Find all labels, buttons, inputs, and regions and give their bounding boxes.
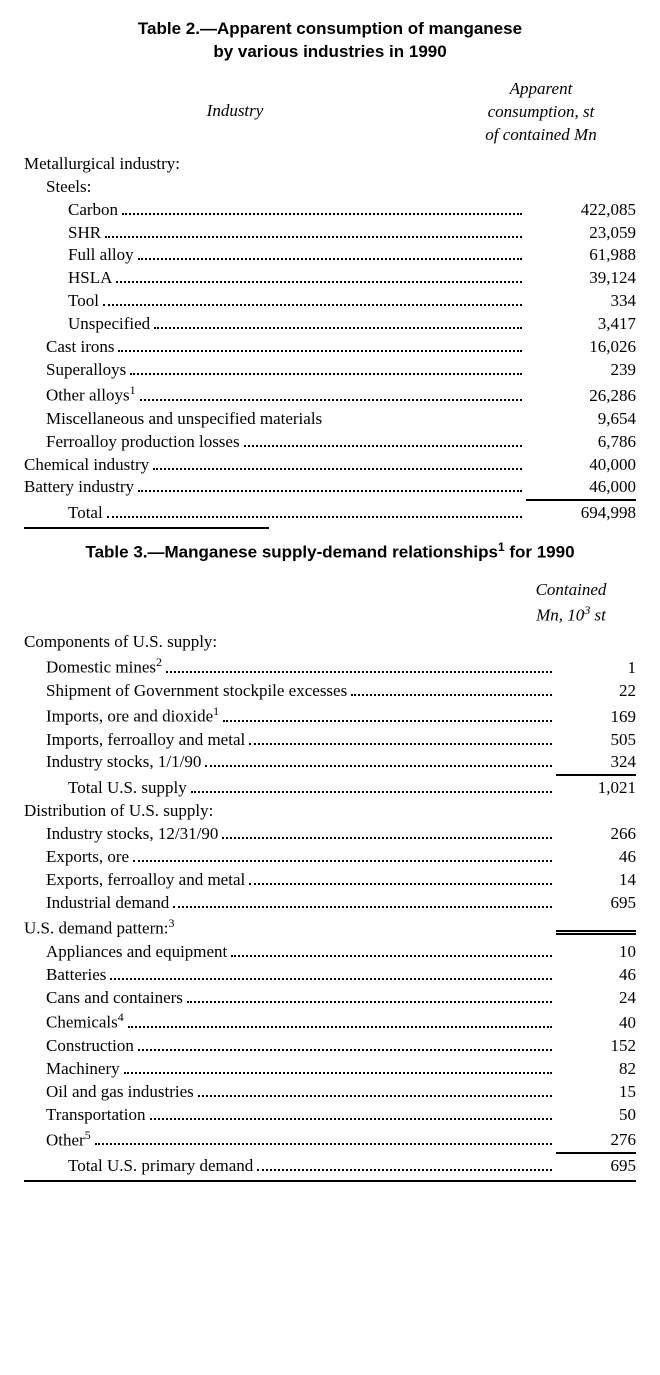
table2-title-line2: by various industries in 1990	[24, 41, 636, 64]
row-chemical: Chemical industry 40,000	[24, 454, 636, 477]
table3-title: Table 3.—Manganese supply-demand relatio…	[24, 539, 636, 565]
table2-header-industry: Industry	[24, 78, 446, 147]
row-stockpile: Shipment of Government stockpile excesse…	[24, 680, 636, 703]
row-carbon: Carbon 422,085	[24, 199, 636, 222]
table2-header-consumption: Apparent consumption, st of contained Mn	[446, 78, 636, 147]
row-oilgas: Oil and gas industries 15	[24, 1081, 636, 1104]
row-machinery: Machinery 82	[24, 1058, 636, 1081]
row-unspecified: Unspecified 3,417	[24, 313, 636, 336]
table2-title: Table 2.—Apparent consumption of mangane…	[24, 18, 636, 64]
row-misc: Miscellaneous and unspecified materials …	[24, 408, 636, 431]
row-total-supply: Total U.S. supply 1,021	[24, 774, 636, 800]
row-total-t2: Total 694,998	[24, 499, 636, 525]
row-supply-head: Components of U.S. supply:	[24, 631, 636, 654]
row-exp-ore: Exports, ore 46	[24, 846, 636, 869]
row-battery: Battery industry 46,000	[24, 476, 636, 499]
row-exp-ferro: Exports, ferroalloy and metal 14	[24, 869, 636, 892]
row-steels-head: Steels:	[24, 176, 636, 199]
row-demand-head: U.S. demand pattern:3	[24, 915, 636, 941]
row-cans: Cans and containers 24	[24, 987, 636, 1010]
row-other: Other5 276	[24, 1127, 636, 1153]
row-metallurgical-head: Metallurgical industry:	[24, 153, 636, 176]
table2-title-line1: Table 2.—Apparent consumption of mangane…	[138, 19, 522, 38]
row-hsla: HSLA 39,124	[24, 267, 636, 290]
row-ind-demand: Industrial demand 695	[24, 892, 636, 915]
row-total-demand: Total U.S. primary demand 695	[24, 1152, 636, 1178]
row-construction: Construction 152	[24, 1035, 636, 1058]
table2-column-headers: Industry Apparent consumption, st of con…	[24, 78, 636, 147]
row-imp-ore: Imports, ore and dioxide1 169	[24, 703, 636, 729]
row-stocks2: Industry stocks, 12/31/90 266	[24, 823, 636, 846]
row-shr: SHR 23,059	[24, 222, 636, 245]
row-domestic: Domestic mines2 1	[24, 654, 636, 680]
row-appliances: Appliances and equipment 10	[24, 941, 636, 964]
row-fullalloy: Full alloy 61,988	[24, 244, 636, 267]
row-ferrolosses: Ferroalloy production losses 6,786	[24, 431, 636, 454]
table3-column-headers: Contained Mn, 103 st	[24, 579, 636, 628]
row-imp-ferro: Imports, ferroalloy and metal 505	[24, 729, 636, 752]
row-transport: Transportation 50	[24, 1104, 636, 1127]
row-chemicals: Chemicals4 40	[24, 1009, 636, 1035]
row-batteries: Batteries 46	[24, 964, 636, 987]
row-castirons: Cast irons 16,026	[24, 336, 636, 359]
row-stocks1: Industry stocks, 1/1/90 324	[24, 751, 636, 774]
row-tool: Tool 334	[24, 290, 636, 313]
table3-header-contained: Contained Mn, 103 st	[506, 579, 636, 628]
row-superalloys: Superalloys 239	[24, 359, 636, 382]
row-distribution-head: Distribution of U.S. supply:	[24, 800, 636, 823]
row-otheralloys: Other alloys1 26,286	[24, 382, 636, 408]
